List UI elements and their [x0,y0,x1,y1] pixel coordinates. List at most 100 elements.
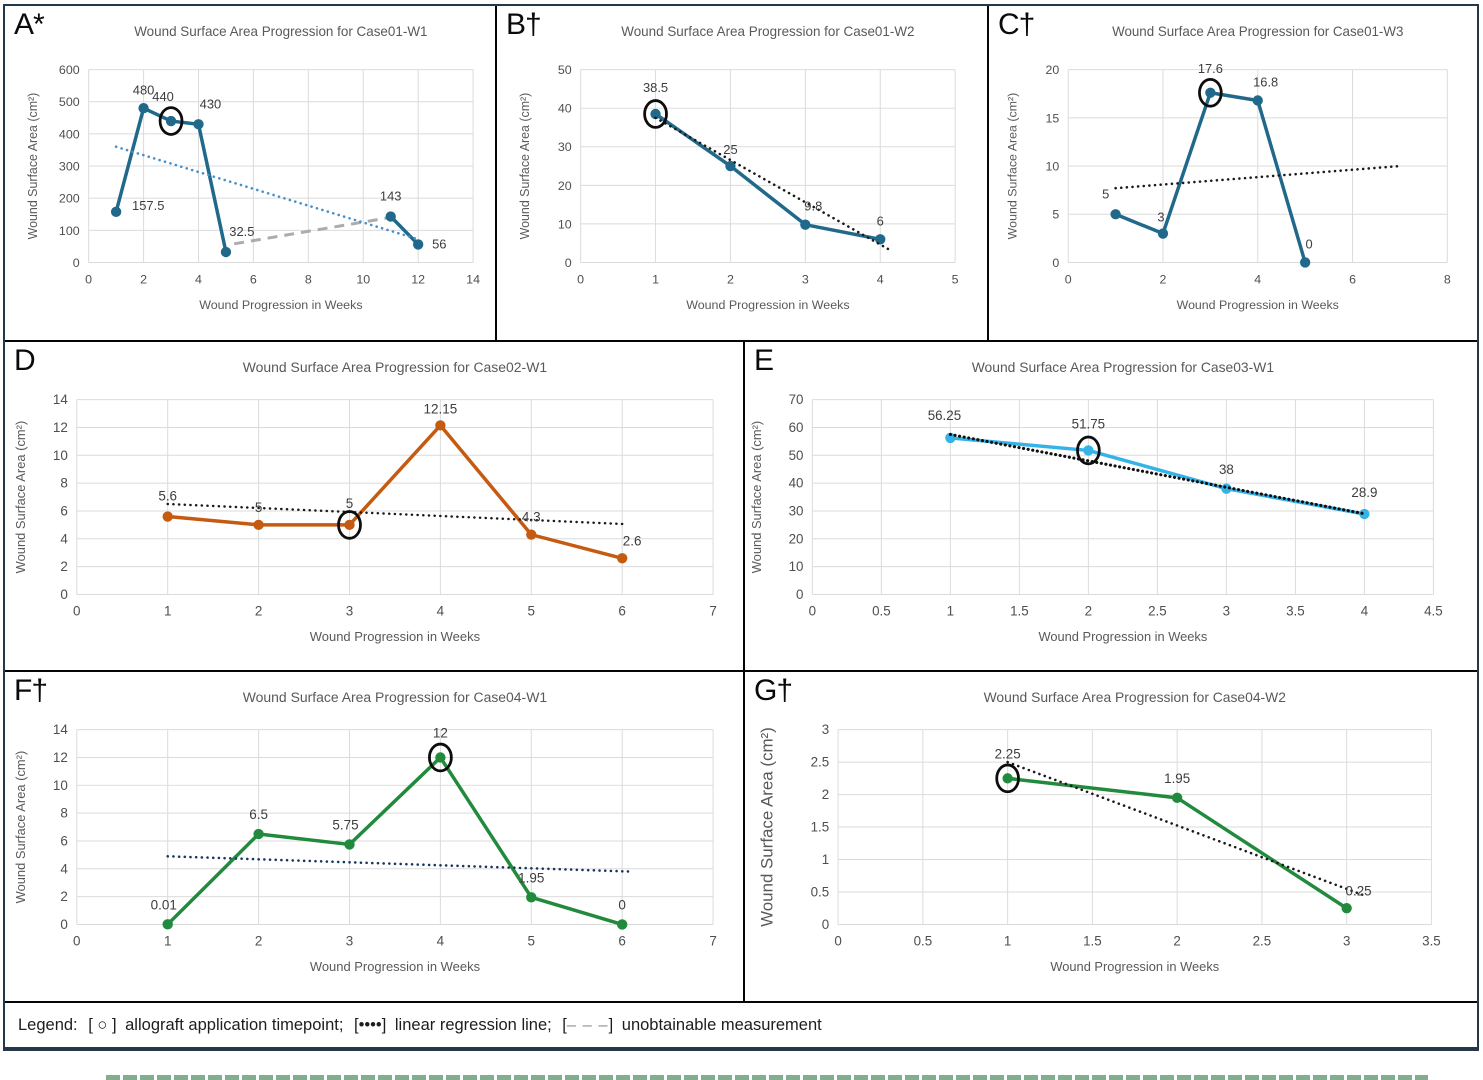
svg-text:500: 500 [59,95,80,109]
svg-text:14: 14 [53,392,68,407]
panel-c-letter: C† [998,8,1035,41]
svg-text:12: 12 [53,420,68,435]
svg-text:20: 20 [1046,63,1060,77]
svg-text:5: 5 [528,933,535,948]
svg-text:38.5: 38.5 [643,80,668,95]
svg-text:0: 0 [60,917,67,932]
svg-text:10: 10 [53,778,68,793]
svg-text:0: 0 [618,898,625,913]
svg-text:6: 6 [618,603,625,618]
chart-case04-w2: 0 0.5 1 1.5 2 2.5 3 3.5 0 0.5 1 1.5 2 2.5 3 Wound Surfa… [758,689,1441,974]
svg-text:6.5: 6.5 [249,807,268,822]
regression-dots-symbol: [••••] [354,1015,387,1034]
svg-text:3: 3 [802,272,809,286]
svg-text:143: 143 [380,189,402,204]
svg-text:3: 3 [1223,603,1230,618]
svg-text:0: 0 [1306,237,1313,252]
svg-text:0: 0 [809,603,816,618]
svg-text:1: 1 [822,852,829,867]
allograft-circle-symbol: [ ○ ] [88,1015,117,1034]
svg-text:12: 12 [53,750,68,765]
svg-text:10: 10 [558,217,572,231]
svg-text:6: 6 [250,272,257,286]
svg-text:100: 100 [59,224,80,238]
panel-d: D 0 1 2 3 4 5 6 7 0 2 4 6 8 10 12 14 Wound Surface Area … [5,342,745,672]
svg-text:10: 10 [1046,159,1060,173]
svg-text:28.9: 28.9 [1351,485,1377,500]
green-dashed-divider [106,1075,1428,1080]
svg-text:8: 8 [60,476,67,491]
svg-text:50: 50 [789,448,804,463]
svg-text:5: 5 [1052,208,1059,222]
svg-text:0: 0 [822,917,829,932]
svg-text:20: 20 [789,531,804,546]
svg-text:0: 0 [73,933,80,948]
svg-text:0: 0 [73,603,80,618]
svg-text:4: 4 [60,861,68,876]
svg-text:8: 8 [305,272,312,286]
chart-case01-w1: 0 2 4 6 8 10 12 14 0 100 200 300 400 500 600 Wound Surf… [26,24,480,312]
svg-text:30: 30 [789,503,804,518]
panel-g: G† 0 0.5 1 1.5 2 2.5 3 3.5 0 0.5 1 1.5 2 2.5 3 Wound Su… [745,672,1477,1003]
legend-regression-text: linear regression line; [390,1015,557,1034]
svg-text:Wound Progression in Weeks: Wound Progression in Weeks [1177,298,1339,312]
svg-text:1.5: 1.5 [811,820,830,835]
svg-text:Wound Surface Area Progression: Wound Surface Area Progression for Case0… [243,689,548,705]
svg-text:3: 3 [1157,210,1164,225]
panel-c: C† 0 2 4 6 8 0 5 10 15 20 Wound Surface Area Progr… [989,6,1477,342]
svg-text:0: 0 [1065,272,1072,286]
svg-text:4.5: 4.5 [1424,603,1443,618]
svg-text:5.75: 5.75 [332,818,358,833]
svg-text:8: 8 [60,806,67,821]
chart-case03-w1: 0 0.5 1 1.5 2 2.5 3 3.5 4 4.5 0 10 20 30 40 50 60 70 Wound… [749,359,1443,644]
svg-text:4: 4 [437,933,445,948]
svg-text:5.6: 5.6 [158,489,177,504]
svg-text:5: 5 [346,496,353,511]
svg-text:Wound Surface Area (cm²): Wound Surface Area (cm²) [26,93,40,240]
svg-text:2: 2 [1173,933,1180,948]
svg-text:4: 4 [195,272,202,286]
svg-text:2.6: 2.6 [623,533,642,548]
svg-text:50: 50 [558,63,572,77]
wound-progression-figure: A* 0 2 4 6 8 10 12 14 0 100 200 300 400 500 600 Wound S… [3,4,1479,1051]
svg-text:6: 6 [618,933,625,948]
svg-text:0: 0 [565,256,572,270]
svg-text:60: 60 [789,420,804,435]
svg-text:Wound Surface Area Progression: Wound Surface Area Progression for Case0… [972,359,1275,375]
svg-text:1.5: 1.5 [1083,933,1102,948]
svg-text:430: 430 [200,96,222,111]
svg-text:Wound Surface Area (cm²): Wound Surface Area (cm²) [13,421,28,574]
svg-text:3.5: 3.5 [1286,603,1305,618]
svg-text:0: 0 [1052,256,1059,270]
svg-text:7: 7 [709,933,716,948]
svg-text:400: 400 [59,127,80,141]
svg-text:5: 5 [1102,186,1109,201]
svg-text:1: 1 [1004,933,1011,948]
svg-text:Wound Progression in Weeks: Wound Progression in Weeks [1038,629,1207,644]
svg-text:2: 2 [140,272,147,286]
svg-text:0.5: 0.5 [914,933,933,948]
svg-text:2: 2 [255,933,262,948]
svg-text:Wound Surface Area Progression: Wound Surface Area Progression for Case0… [1112,24,1403,39]
svg-text:3: 3 [822,722,829,737]
svg-text:Wound Surface Area Progression: Wound Surface Area Progression for Case0… [984,689,1287,705]
unobtainable-dash-symbol: [– – –] [562,1015,614,1034]
svg-text:2: 2 [60,889,67,904]
svg-text:0.5: 0.5 [872,603,891,618]
svg-text:300: 300 [59,160,80,174]
svg-text:25: 25 [723,142,737,157]
svg-text:3.5: 3.5 [1422,933,1441,948]
svg-text:56.25: 56.25 [928,408,961,423]
svg-text:14: 14 [53,722,68,737]
svg-text:10: 10 [789,559,804,574]
svg-text:5: 5 [255,500,262,515]
svg-text:4.3: 4.3 [522,510,541,525]
svg-text:0: 0 [577,272,584,286]
svg-text:4: 4 [877,272,884,286]
svg-text:6: 6 [60,833,67,848]
chart-case01-w3: 0 2 4 6 8 0 5 10 15 20 Wound Surface Area Progress… [1006,24,1451,312]
svg-text:5: 5 [528,603,535,618]
